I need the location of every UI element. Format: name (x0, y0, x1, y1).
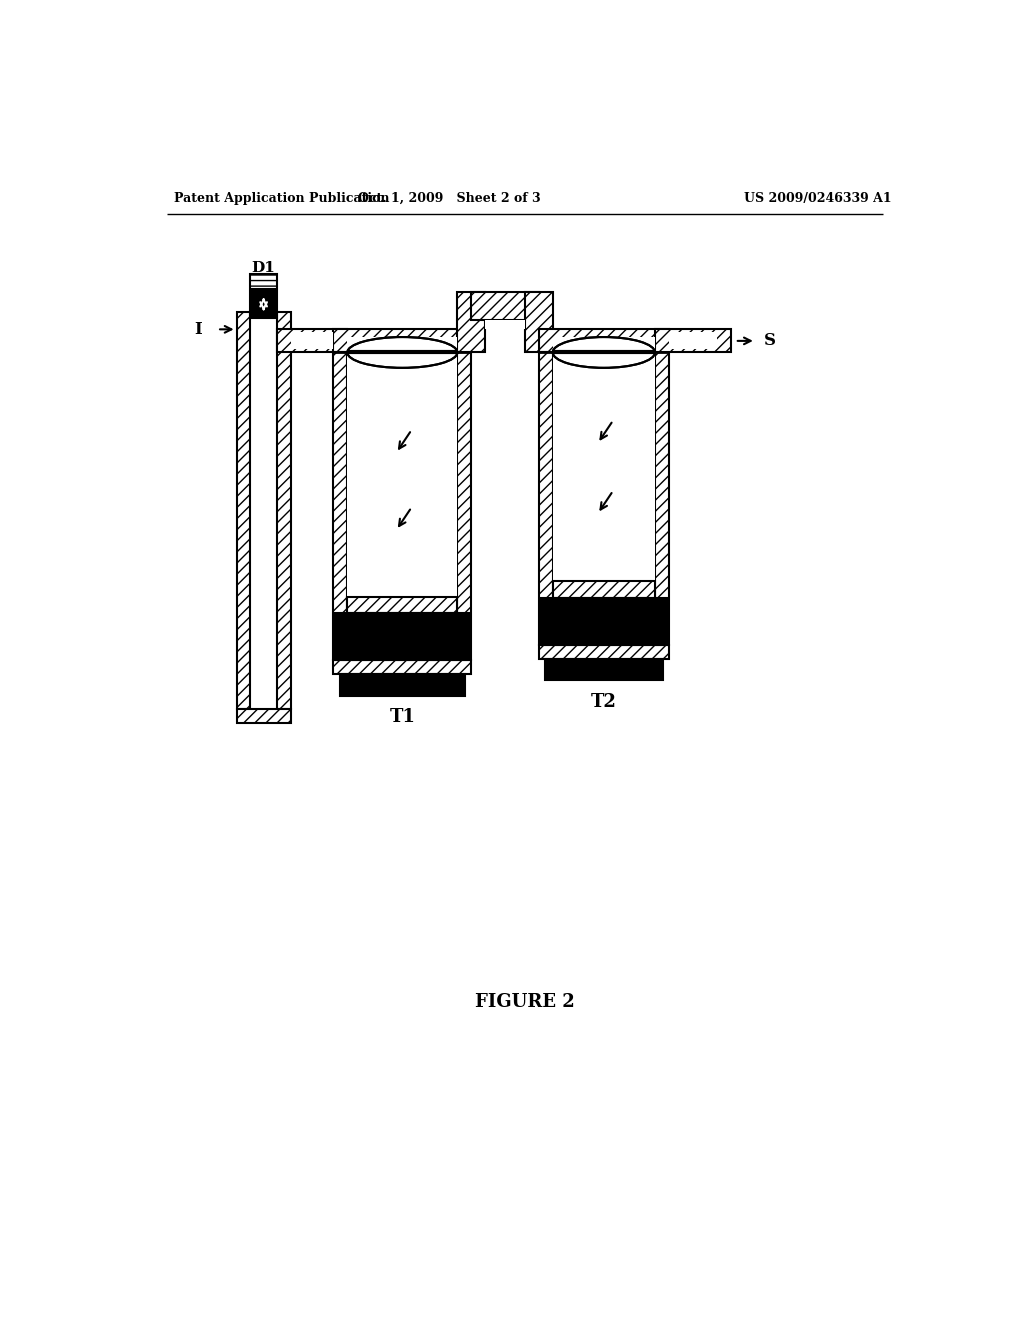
Bar (539, 330, 669, 352)
Bar (524, 293, 553, 352)
Bar (334, 660, 471, 675)
Bar (334, 352, 347, 660)
Bar (553, 337, 655, 352)
Bar (655, 352, 669, 645)
Bar (669, 333, 717, 350)
Text: FIGURE 2: FIGURE 2 (475, 993, 574, 1011)
Bar (545, 659, 663, 681)
Bar (539, 352, 553, 645)
Bar (237, 313, 251, 709)
Text: I: I (194, 321, 202, 338)
Text: D1: D1 (252, 261, 275, 275)
Bar (347, 337, 458, 354)
Bar (334, 330, 471, 352)
Bar (553, 352, 655, 595)
Bar (539, 645, 669, 659)
Text: Oct. 1, 2009   Sheet 2 of 3: Oct. 1, 2009 Sheet 2 of 3 (358, 191, 541, 205)
Bar (553, 581, 655, 598)
Ellipse shape (553, 337, 655, 368)
Bar (458, 293, 485, 352)
Bar (458, 352, 471, 660)
Text: T1: T1 (389, 709, 416, 726)
Ellipse shape (347, 337, 458, 368)
Bar (340, 675, 465, 696)
Bar (251, 275, 276, 289)
Bar (485, 321, 525, 330)
Text: S: S (764, 333, 775, 350)
Bar (553, 337, 655, 354)
Bar (541, 598, 668, 645)
Bar (335, 614, 470, 660)
Bar (251, 290, 276, 318)
Bar (291, 333, 334, 350)
Bar (471, 293, 539, 321)
Bar (347, 352, 458, 610)
Bar (276, 313, 291, 709)
Bar (347, 337, 458, 352)
Text: US 2009/0246339 A1: US 2009/0246339 A1 (744, 191, 892, 205)
Text: T2: T2 (591, 693, 616, 711)
Bar (251, 313, 276, 709)
Bar (237, 709, 291, 723)
Text: Patent Application Publication: Patent Application Publication (174, 191, 390, 205)
Bar (276, 330, 347, 352)
Bar (655, 330, 731, 352)
Bar (347, 597, 458, 614)
